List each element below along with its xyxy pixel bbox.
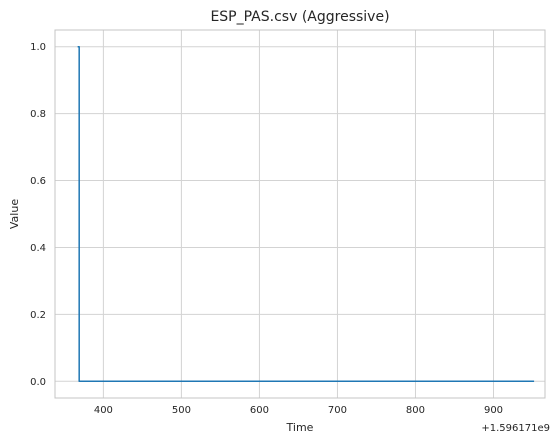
grid bbox=[55, 30, 545, 398]
x-tick-label: 500 bbox=[172, 405, 191, 416]
y-tick-label: 0.6 bbox=[30, 176, 46, 187]
y-axis-ticks: 0.0 0.2 0.4 0.6 0.8 1.0 bbox=[30, 42, 46, 388]
x-axis-offset-label: +1.596171e9 bbox=[481, 423, 550, 434]
plot-frame bbox=[54, 29, 546, 399]
x-tick-label: 900 bbox=[484, 405, 503, 416]
x-tick-label: 600 bbox=[250, 405, 269, 416]
y-tick-label: 0.2 bbox=[30, 310, 46, 321]
x-tick-label: 700 bbox=[328, 405, 347, 416]
series-layer bbox=[77, 45, 535, 383]
x-axis-label: Time bbox=[286, 421, 314, 434]
x-tick-label: 800 bbox=[406, 405, 425, 416]
y-tick-label: 0.4 bbox=[30, 243, 46, 254]
y-tick-label: 0.8 bbox=[30, 109, 46, 120]
y-tick-label: 1.0 bbox=[30, 42, 46, 53]
y-tick-label: 0.0 bbox=[30, 377, 46, 388]
x-axis-ticks: 400 500 600 700 800 900 bbox=[94, 405, 503, 416]
x-tick-label: 400 bbox=[94, 405, 113, 416]
chart-title: ESP_PAS.csv (Aggressive) bbox=[210, 9, 389, 25]
y-axis-label: Value bbox=[8, 199, 21, 229]
series-line bbox=[77, 45, 535, 383]
